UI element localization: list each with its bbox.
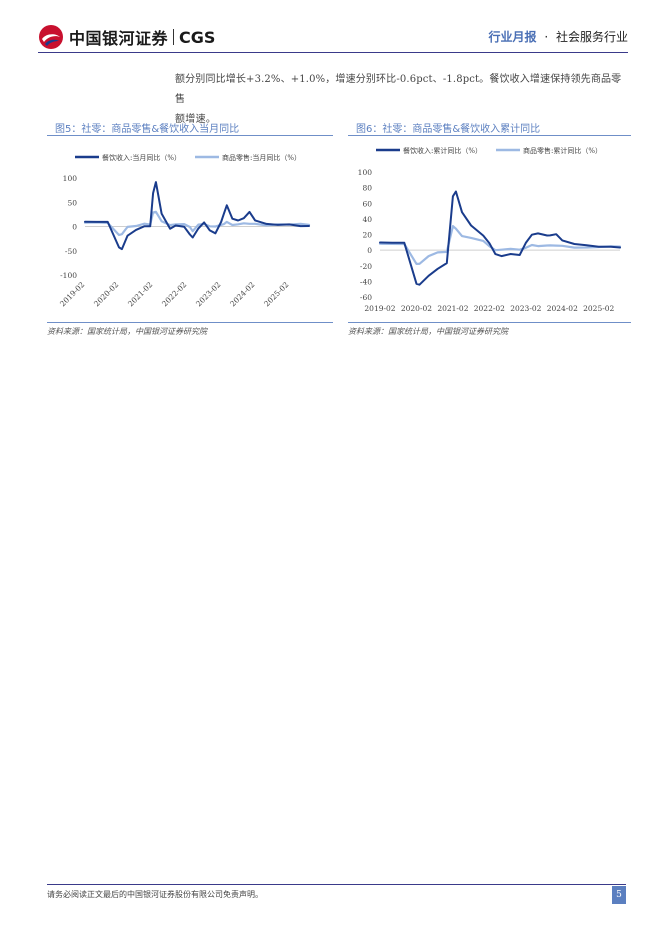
x-tick-label: 2022-02 (474, 304, 505, 313)
page-number: 5 (612, 886, 626, 904)
series-line (379, 190, 621, 286)
logo-chinese-name: 中国银河证券 (69, 29, 169, 48)
paragraph-line: 额增速。 (175, 114, 217, 125)
y-tick-label: 80 (362, 184, 372, 193)
body-paragraph: 额分别同比增长+3.2%、+1.0%，增速分别环比-0.6pct、-1.8pct… (175, 70, 631, 130)
figure-5-bottom-rule (47, 322, 333, 323)
legend-label: 餐饮收入:累计同比（%） (403, 146, 482, 155)
logo-divider (173, 29, 175, 45)
industry-name: 社会服务行业 (555, 30, 628, 44)
x-tick-label: 2024-02 (228, 280, 257, 309)
chart-cumulative-yoy: 餐饮收入:累计同比（%） 商品零售:累计同比（%） 100 80 60 40 20 0 -20 -… (358, 146, 622, 313)
figure-6-bottom-rule (348, 322, 631, 323)
chart-monthly-yoy: 餐饮收入:当月同比（%） 商品零售:当月同比（%） 100 50 0 -50 -100201… (58, 153, 311, 309)
header-divider (38, 52, 628, 53)
company-logo: 中国银河证券 CGS (38, 24, 215, 50)
x-tick-label: 2021-02 (437, 304, 468, 313)
paragraph-line: 额分别同比增长+3.2%、+1.0%，增速分别环比-0.6pct、-1.8pct… (175, 74, 622, 105)
x-tick-label: 2023-02 (510, 304, 541, 313)
y-tick-label: -50 (65, 247, 77, 256)
series-line (84, 181, 310, 251)
figure-5-title: 图5：社零：商品零售&餐饮收入当月同比 (55, 124, 240, 135)
y-tick-label: 20 (362, 231, 372, 240)
x-tick-label: 2023-02 (194, 280, 223, 309)
figure-6-title: 图6：社零：商品零售&餐饮收入累计同比 (356, 124, 541, 135)
header-separator: · (544, 30, 549, 44)
x-tick-label: 2022-02 (160, 280, 189, 309)
x-tick-label: 2019-02 (364, 304, 395, 313)
cgs-logo-icon (39, 25, 63, 49)
legend-label: 商品零售:当月同比（%） (222, 153, 301, 162)
y-tick-label: 100 (63, 174, 78, 183)
series-line (378, 224, 622, 266)
legend-label: 商品零售:累计同比（%） (523, 146, 602, 155)
x-tick-label: 2025-02 (262, 280, 291, 309)
y-tick-label: -60 (360, 293, 372, 302)
figure-5-source: 资料来源：国家统计局，中国银河证券研究院 (47, 327, 207, 336)
x-tick-label: 2021-02 (126, 280, 155, 309)
footer-divider (47, 884, 626, 885)
x-tick-label: 2020-02 (92, 280, 121, 309)
y-tick-label: 50 (67, 198, 77, 207)
legend-label: 餐饮收入:当月同比（%） (102, 153, 181, 162)
figure-5-top-rule (47, 135, 333, 136)
page-header: 中国银河证券 CGS 行业月报 · 社会服务行业 (0, 0, 662, 60)
y-tick-label: 0 (367, 246, 372, 255)
report-category: 行业月报 · 社会服务行业 (488, 28, 628, 45)
figure-6-top-rule (348, 135, 631, 136)
y-tick-label: -100 (60, 271, 77, 280)
figure-6-source: 资料来源：国家统计局，中国银河证券研究院 (348, 327, 508, 336)
x-tick-label: 2019-02 (58, 280, 87, 309)
report-type: 行业月报 (488, 30, 537, 44)
x-tick-label: 2025-02 (583, 304, 614, 313)
y-tick-label: 100 (358, 168, 373, 177)
series-line (83, 210, 311, 237)
y-tick-label: -20 (360, 262, 372, 271)
y-tick-label: 0 (72, 223, 77, 232)
x-tick-label: 2024-02 (547, 304, 578, 313)
y-tick-label: -40 (360, 277, 372, 286)
logo-english-name: CGS (179, 27, 216, 47)
y-tick-label: 60 (362, 199, 372, 208)
x-tick-label: 2020-02 (401, 304, 432, 313)
footer-disclaimer: 请务必阅读正文最后的中国银河证券股份有限公司免责声明。 (47, 890, 263, 899)
y-tick-label: 40 (362, 215, 372, 224)
